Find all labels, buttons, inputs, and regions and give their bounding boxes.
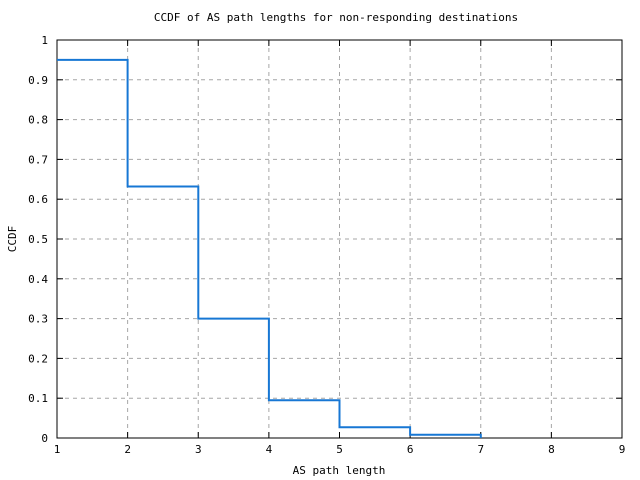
y-tick-label: 0.9: [28, 74, 48, 87]
x-tick-label: 2: [124, 443, 131, 456]
x-tick-label: 3: [195, 443, 202, 456]
x-tick-label: 6: [407, 443, 414, 456]
x-tick-label: 7: [477, 443, 484, 456]
x-tick-label: 1: [54, 443, 61, 456]
x-tick-label: 4: [266, 443, 273, 456]
chart-title: CCDF of AS path lengths for non-respondi…: [154, 11, 518, 24]
tick-label-layer: 0 0.1 0.2 0.3 0.4 0.5 0.6 0.7 0.8 0.9 1 1 2 3 4 5 6 7 8 9: [28, 34, 625, 456]
y-tick-label: 0.8: [28, 114, 48, 127]
grid-layer: [57, 40, 622, 438]
x-tick-label: 9: [619, 443, 626, 456]
y-tick-label: 0.7: [28, 153, 48, 166]
x-axis-label: AS path length: [293, 464, 386, 477]
y-tick-label: 0.3: [28, 313, 48, 326]
x-tick-label: 8: [548, 443, 555, 456]
y-tick-label: 0.2: [28, 352, 48, 365]
y-tick-label: 0.5: [28, 233, 48, 246]
y-tick-label: 0.1: [28, 392, 48, 405]
tick-layer: [56, 39, 623, 439]
y-tick-label: 1: [41, 34, 48, 47]
x-tick-label: 5: [336, 443, 343, 456]
y-axis-label: CCDF: [6, 226, 19, 253]
y-tick-label: 0: [41, 432, 48, 445]
y-tick-label: 0.6: [28, 193, 48, 206]
y-tick-label: 0.4: [28, 273, 48, 286]
ccdf-step-line: [57, 58, 482, 438]
